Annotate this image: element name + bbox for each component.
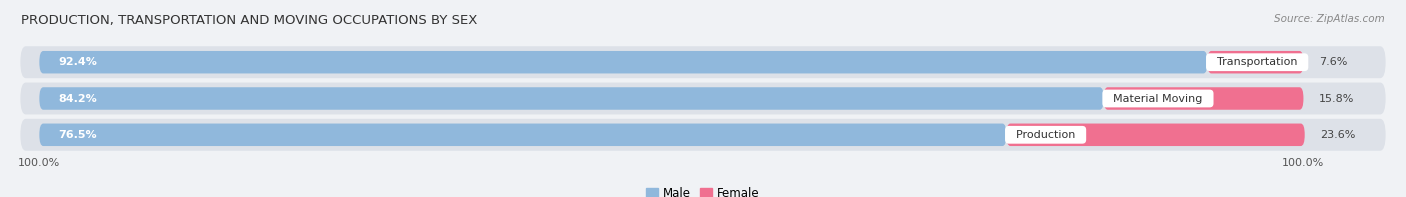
Text: 23.6%: 23.6% bbox=[1320, 130, 1355, 140]
FancyBboxPatch shape bbox=[20, 119, 1386, 151]
Text: 76.5%: 76.5% bbox=[58, 130, 97, 140]
Text: 84.2%: 84.2% bbox=[58, 94, 97, 103]
Text: Source: ZipAtlas.com: Source: ZipAtlas.com bbox=[1274, 14, 1385, 24]
FancyBboxPatch shape bbox=[39, 51, 1208, 73]
FancyBboxPatch shape bbox=[39, 124, 1007, 146]
Text: 15.8%: 15.8% bbox=[1319, 94, 1354, 103]
FancyBboxPatch shape bbox=[20, 83, 1386, 114]
FancyBboxPatch shape bbox=[39, 87, 1104, 110]
Text: 92.4%: 92.4% bbox=[58, 57, 97, 67]
Legend: Male, Female: Male, Female bbox=[641, 183, 765, 197]
Text: PRODUCTION, TRANSPORTATION AND MOVING OCCUPATIONS BY SEX: PRODUCTION, TRANSPORTATION AND MOVING OC… bbox=[21, 14, 478, 27]
Text: Material Moving: Material Moving bbox=[1107, 94, 1209, 103]
Text: Transportation: Transportation bbox=[1211, 57, 1305, 67]
FancyBboxPatch shape bbox=[1007, 124, 1305, 146]
Text: 7.6%: 7.6% bbox=[1319, 57, 1347, 67]
FancyBboxPatch shape bbox=[1208, 51, 1303, 73]
FancyBboxPatch shape bbox=[1104, 87, 1303, 110]
Text: Production: Production bbox=[1010, 130, 1083, 140]
FancyBboxPatch shape bbox=[20, 46, 1386, 78]
